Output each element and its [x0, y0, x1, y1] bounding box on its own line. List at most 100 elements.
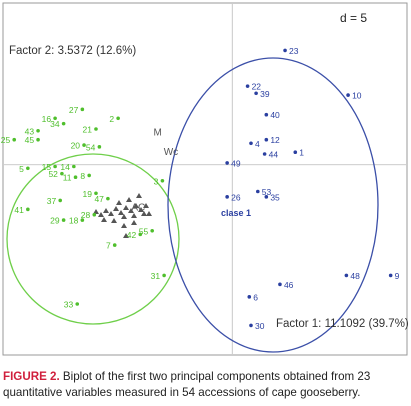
group2-point-19 — [94, 191, 98, 196]
group2-label-18: 18 — [69, 216, 79, 226]
group1-point-46 — [278, 282, 282, 287]
variable-label-AC: AC — [131, 203, 145, 214]
group1-label-39: 39 — [260, 89, 270, 99]
group1-label-40: 40 — [270, 110, 280, 120]
variable-arrow-20 — [131, 220, 137, 225]
group1-label-46: 46 — [284, 280, 294, 290]
group1-point-22 — [245, 84, 250, 88]
variable-arrow-10 — [143, 203, 149, 208]
group1-label-35: 35 — [270, 192, 280, 202]
group1-point-44 — [262, 152, 267, 156]
y-axis-label: Factor 2: 3.5372 (12.6%) — [9, 45, 136, 57]
group2-point-16 — [53, 116, 57, 121]
group2-point-14 — [72, 164, 76, 169]
variable-cluster: MWc AC — [93, 128, 178, 238]
group2-label-21: 21 — [83, 125, 93, 135]
group1-label-12: 12 — [270, 135, 280, 145]
variable-arrow-11 — [101, 217, 107, 222]
group1-point-35 — [264, 195, 269, 199]
group1-label-44: 44 — [269, 150, 279, 160]
group2-point-3 — [160, 178, 165, 183]
group1-point-49 — [225, 161, 229, 165]
group2-label-7: 7 — [106, 241, 111, 251]
group2-point-54 — [97, 145, 102, 149]
variable-arrow-19 — [121, 223, 127, 228]
group2-label-31: 31 — [151, 271, 161, 281]
variable-arrow-2 — [103, 208, 109, 213]
group1-label-26: 26 — [231, 192, 241, 202]
variable-arrow-16 — [116, 200, 122, 205]
variable-label-M: M — [153, 128, 161, 139]
group1-point-48 — [344, 273, 349, 278]
group2-point-5 — [26, 166, 30, 171]
group2-ellipse — [6, 153, 180, 325]
plot-frame — [2, 2, 408, 356]
group2-point-15 — [53, 164, 57, 169]
group2-point-45 — [36, 137, 40, 142]
group2-label-43: 43 — [25, 126, 35, 136]
group1-point-9 — [388, 273, 393, 278]
group1-label-53: 53 — [262, 187, 272, 197]
group1-point-4 — [249, 141, 253, 146]
group1-centroid-label: clase 1 — [221, 208, 251, 218]
group-ellipses — [6, 57, 379, 353]
group2-label-28: 28 — [81, 210, 91, 220]
variable-arrow-15 — [141, 211, 147, 216]
group1-label-30: 30 — [255, 321, 265, 331]
group2-point-41 — [26, 207, 30, 212]
group2-point-2 — [116, 116, 120, 121]
zero-axes — [4, 4, 406, 354]
group2-point-20 — [82, 143, 86, 147]
group1-point-12 — [264, 137, 269, 142]
group1-point-53 — [256, 189, 260, 194]
group1-label-4: 4 — [255, 139, 260, 149]
group1-point-39 — [254, 91, 258, 96]
variable-arrow-5 — [118, 210, 124, 215]
group2-point-33 — [75, 302, 80, 306]
group2-label-25: 25 — [1, 135, 11, 145]
group2-point-28 — [92, 212, 97, 217]
group2-label-11: 11 — [63, 173, 72, 183]
caption-text: Biplot of the first two principal compon… — [3, 370, 371, 399]
group1-label-6: 6 — [253, 292, 258, 302]
group1-label-48: 48 — [350, 271, 360, 281]
group2-point-52 — [60, 171, 64, 176]
group2-label-55: 55 — [139, 226, 149, 236]
group2-point-21 — [94, 127, 98, 131]
variable-arrow-12 — [111, 218, 117, 223]
variable-arrow-1 — [98, 212, 104, 217]
variable-label-Wc: Wc — [164, 147, 178, 158]
group2-point-29 — [61, 218, 66, 222]
group2-point-18 — [80, 218, 85, 222]
group2-label-20: 20 — [71, 141, 81, 151]
group2-label-15: 15 — [42, 162, 52, 172]
group1-point-26 — [225, 195, 229, 199]
group2-label-54: 54 — [86, 142, 96, 152]
group2-label-27: 27 — [69, 105, 79, 115]
group2-label-37: 37 — [47, 196, 57, 206]
group2-point-31 — [162, 273, 166, 278]
group2-point-43 — [36, 128, 40, 133]
group2-label-34: 34 — [50, 119, 60, 129]
group2-point-47 — [106, 196, 110, 201]
figure-caption: FIGURE 2. Biplot of the first two princi… — [3, 369, 408, 401]
group2-label-3: 3 — [154, 176, 159, 186]
group1-ellipse — [167, 57, 379, 353]
variable-arrow-21 — [146, 211, 152, 216]
variable-arrow-13 — [121, 214, 127, 219]
group1-point-10 — [346, 93, 350, 97]
group2-point-42 — [138, 232, 143, 237]
variable-arrow-4 — [113, 206, 119, 211]
group2-label-19: 19 — [83, 189, 93, 199]
group2-label-14: 14 — [60, 162, 70, 172]
scale-label: d = 5 — [340, 11, 367, 25]
group2-point-34 — [61, 121, 66, 126]
x-axis-label: Factor 1: 11.1092 (39.7%) — [276, 318, 409, 330]
group2-point-7 — [112, 243, 117, 247]
group2-label-41: 41 — [14, 205, 24, 215]
variable-arrow-3 — [108, 211, 114, 216]
group1-label-1: 1 — [299, 148, 304, 158]
group1-point-6 — [247, 295, 252, 299]
variable-arrow-6 — [123, 205, 129, 210]
group2-point-25 — [12, 137, 17, 142]
